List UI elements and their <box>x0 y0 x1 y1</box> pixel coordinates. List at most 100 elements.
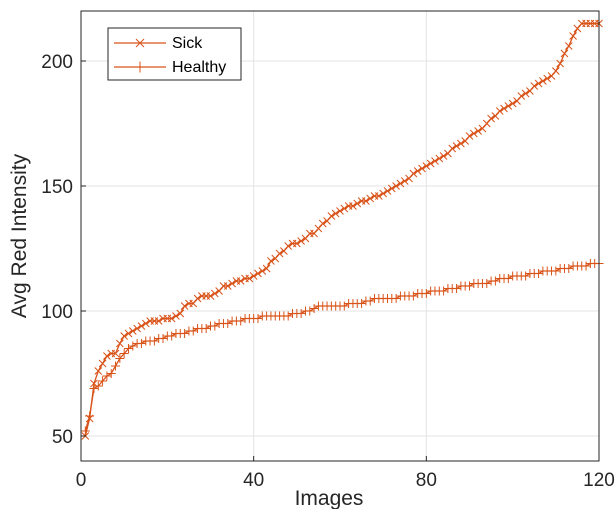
data-point-sick <box>193 294 202 303</box>
data-point-healthy <box>106 369 116 378</box>
data-point-healthy <box>482 279 492 288</box>
data-point-sick <box>374 192 383 200</box>
x-tick-label: 80 <box>416 470 437 491</box>
data-point-healthy <box>119 349 129 358</box>
plot-frame <box>80 10 600 462</box>
data-point-sick <box>98 359 107 368</box>
data-point-healthy <box>210 321 220 331</box>
data-point-sick <box>569 32 577 40</box>
data-point-healthy <box>357 299 367 308</box>
data-point-healthy <box>564 264 574 273</box>
data-point-sick <box>418 164 426 173</box>
data-point-sick <box>413 167 422 175</box>
data-point-healthy <box>305 306 315 316</box>
legend-sample-sick <box>114 38 166 48</box>
data-point-sick <box>426 159 435 168</box>
data-point-sick <box>396 179 405 188</box>
data-point-sick <box>336 207 344 215</box>
data-point-sick <box>530 82 539 90</box>
data-point-healthy <box>253 314 263 323</box>
data-point-healthy <box>283 311 293 321</box>
data-point-sick <box>487 114 495 123</box>
data-point-sick <box>275 249 284 258</box>
data-point-sick <box>223 282 232 290</box>
data-point-healthy <box>188 326 198 336</box>
legend-marker-sick <box>135 38 145 48</box>
data-point-sick <box>409 169 418 178</box>
data-point-sick <box>167 314 176 323</box>
y-tick-label: 50 <box>52 427 73 448</box>
data-point-sick <box>154 317 163 325</box>
data-point-healthy <box>98 376 108 386</box>
x-tick-label: 120 <box>583 470 615 491</box>
series-layer <box>80 19 604 440</box>
data-point-sick <box>176 309 185 318</box>
data-point-sick <box>422 162 431 170</box>
data-point-healthy <box>551 266 561 276</box>
data-point-sick <box>392 182 400 190</box>
data-point-sick <box>327 212 336 220</box>
data-point-healthy <box>89 384 99 393</box>
y-axis-label: Avg Red Intensity <box>8 153 31 318</box>
data-point-sick <box>560 49 569 58</box>
data-point-sick <box>448 144 457 153</box>
data-point-sick <box>353 199 362 208</box>
data-point-healthy <box>465 281 474 291</box>
data-point-healthy <box>111 361 121 371</box>
data-point-healthy <box>391 294 401 303</box>
legend-label-healthy: Healthy <box>172 59 226 76</box>
data-point-healthy <box>180 329 190 338</box>
data-point-sick <box>474 127 482 135</box>
data-point-sick <box>349 202 357 210</box>
legend-entries <box>114 38 166 73</box>
data-point-healthy <box>503 274 513 283</box>
data-point-sick <box>172 312 180 320</box>
y-tick-label: 150 <box>41 177 73 198</box>
series-line-sick <box>84 22 599 437</box>
data-point-sick <box>228 279 236 288</box>
data-point-sick <box>495 107 504 115</box>
data-point-sick <box>539 77 547 85</box>
data-point-healthy <box>93 381 103 391</box>
data-point-healthy <box>296 309 306 318</box>
tick-layer: 0 40 80 120 50 100 150 200 <box>41 52 615 491</box>
data-point-sick <box>128 327 137 335</box>
y-tick-label: 200 <box>41 52 73 73</box>
data-point-sick <box>262 264 271 273</box>
series-sick <box>81 19 603 440</box>
data-point-sick <box>431 157 439 165</box>
data-point-sick <box>258 267 267 275</box>
data-point-healthy <box>408 291 418 301</box>
data-point-sick <box>508 99 517 108</box>
legend-marker-healthy <box>134 61 146 73</box>
data-point-healthy <box>149 336 159 346</box>
data-point-healthy <box>128 341 138 351</box>
x-tick-label: 0 <box>76 470 87 491</box>
data-point-healthy <box>339 301 349 311</box>
x-tick-label: 40 <box>243 470 264 491</box>
data-point-sick <box>94 367 103 375</box>
data-point-sick <box>435 154 444 163</box>
data-point-sick <box>249 272 258 280</box>
data-point-sick <box>564 42 573 50</box>
data-point-sick <box>297 237 306 245</box>
data-point-sick <box>400 177 409 185</box>
series-healthy <box>80 259 604 436</box>
data-point-sick <box>500 104 508 113</box>
data-point-sick <box>383 187 392 195</box>
series-line-healthy <box>84 262 599 432</box>
data-point-sick <box>379 189 388 198</box>
data-point-sick <box>543 74 552 83</box>
data-point-sick <box>180 302 189 310</box>
data-point-sick <box>103 352 111 360</box>
data-point-healthy <box>534 269 544 278</box>
data-point-sick <box>124 329 133 338</box>
data-point-sick <box>340 204 349 213</box>
data-point-sick <box>521 89 530 98</box>
data-point-healthy <box>85 411 95 421</box>
data-point-sick <box>120 332 129 340</box>
data-point-sick <box>439 152 448 160</box>
data-point-sick <box>245 274 254 283</box>
data-point-sick <box>133 324 141 333</box>
data-point-sick <box>517 92 526 100</box>
